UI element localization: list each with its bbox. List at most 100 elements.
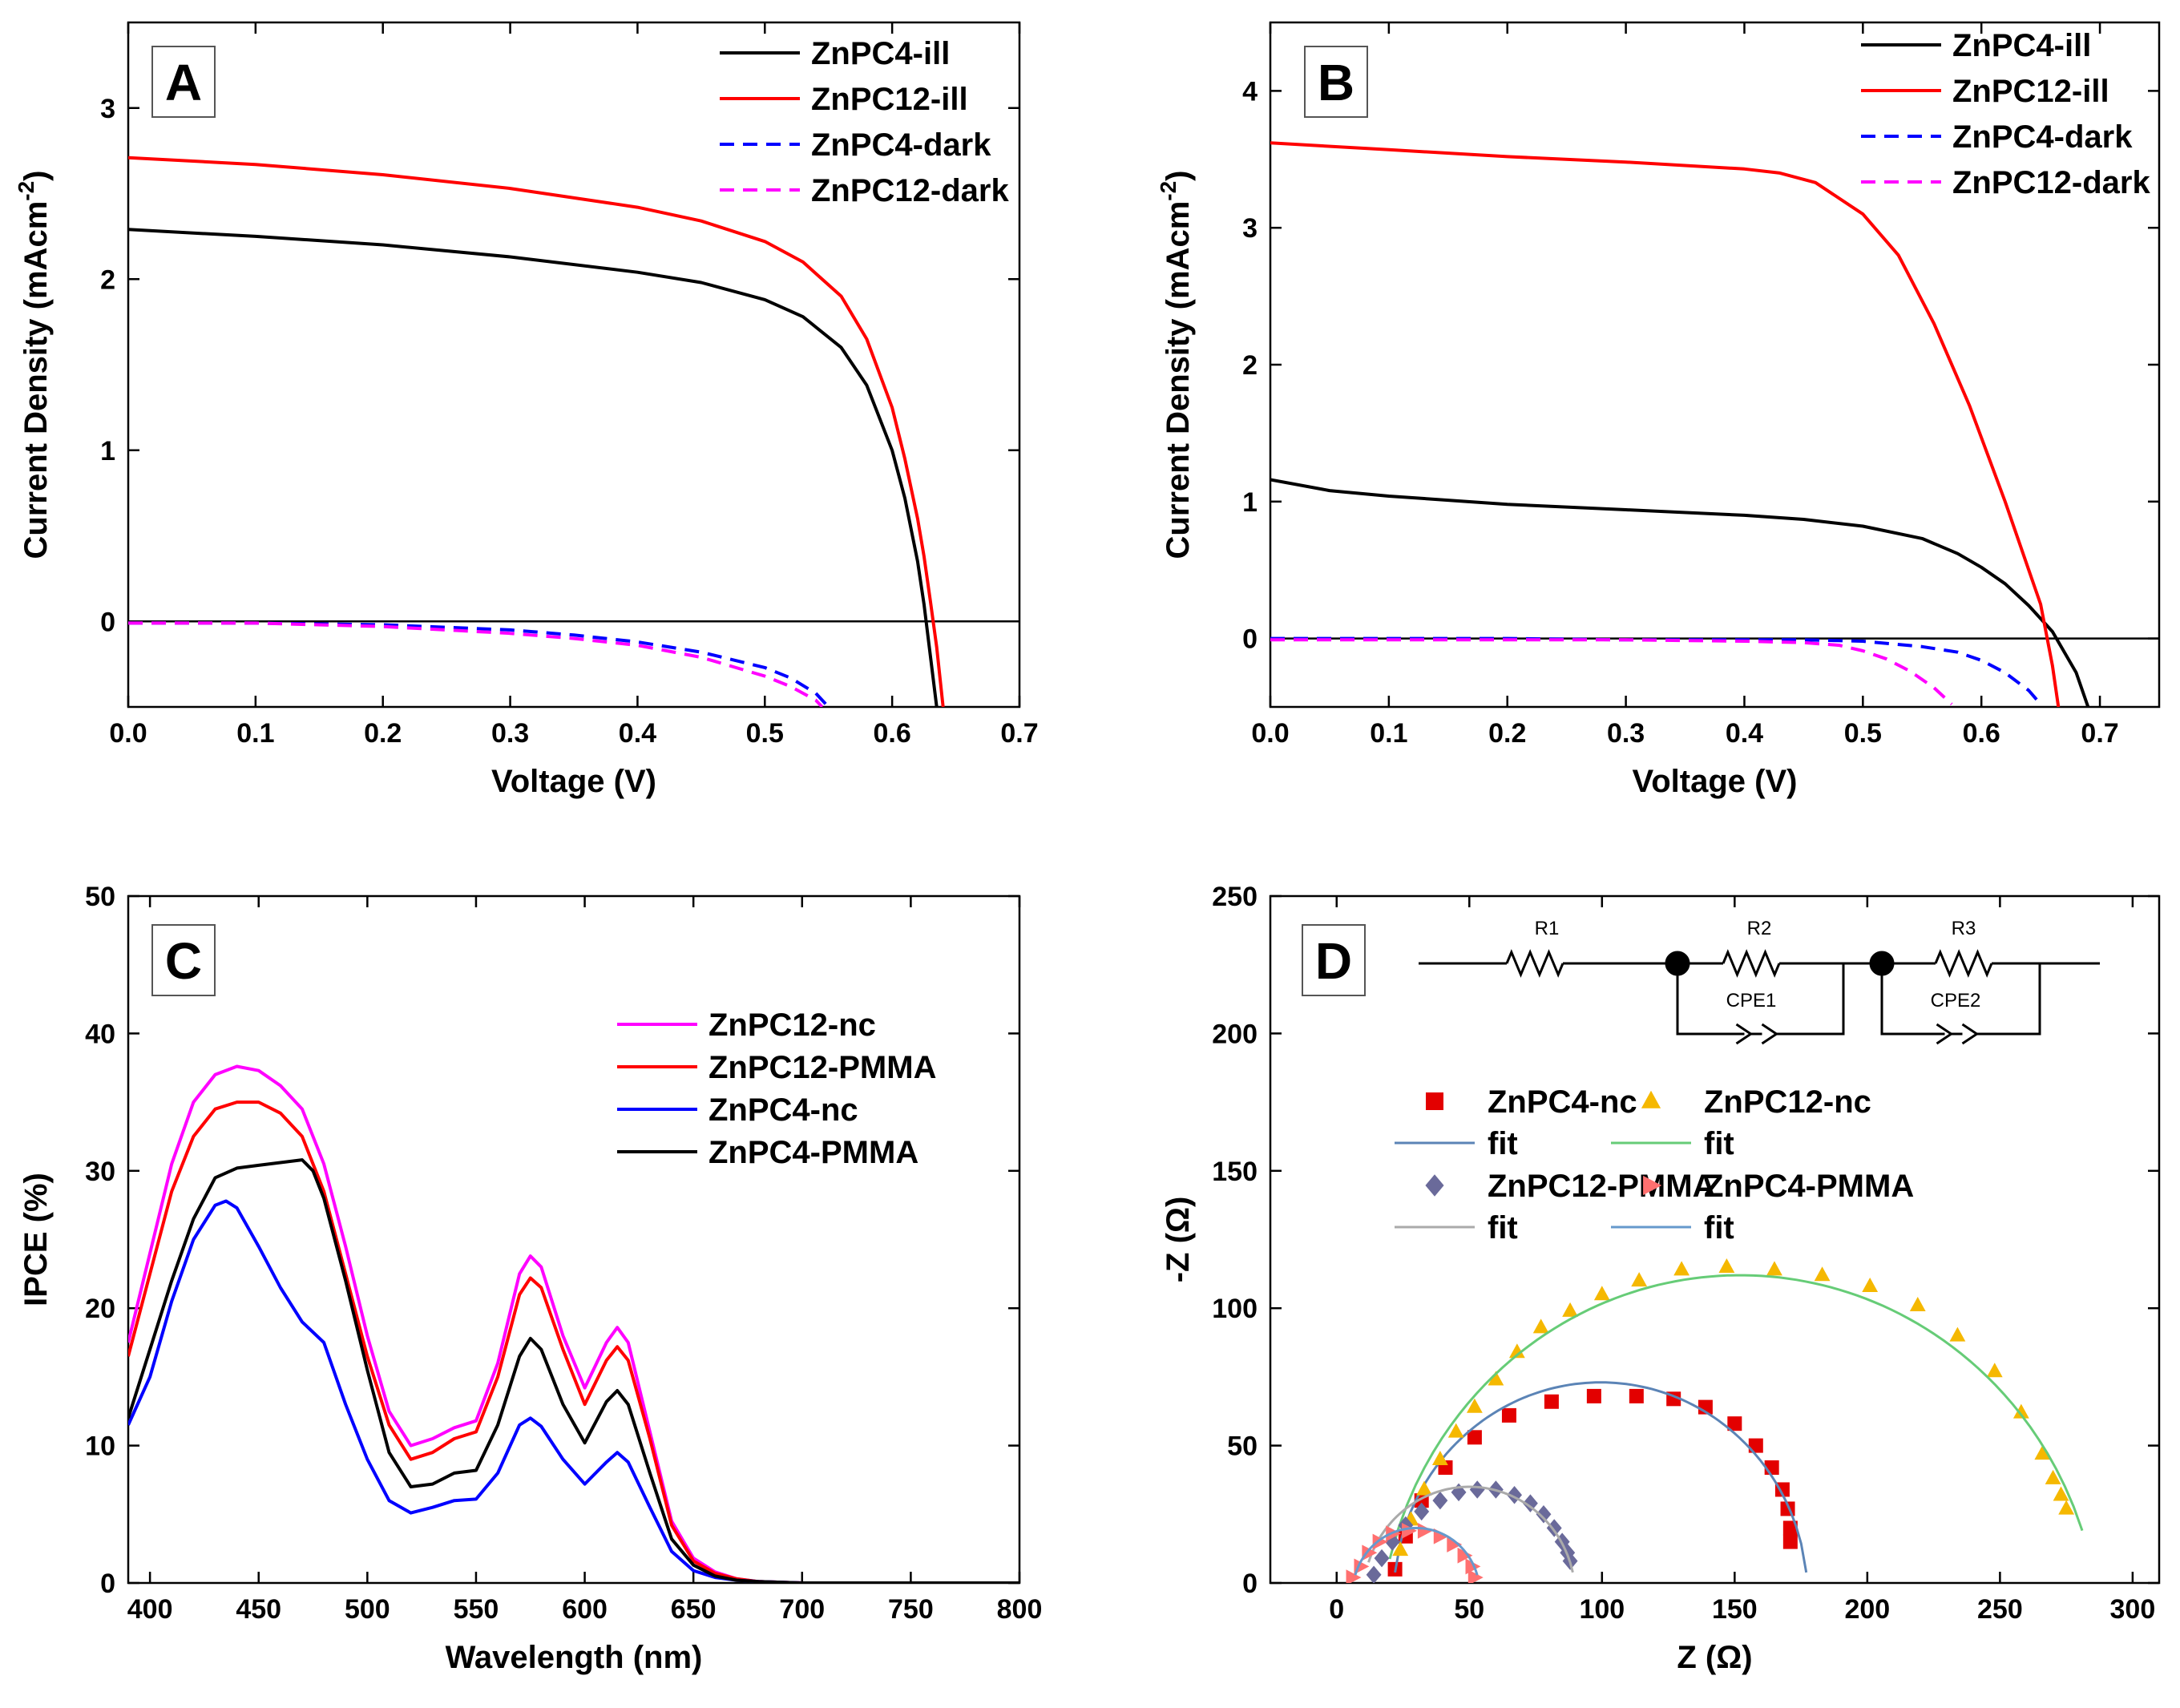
plot-frame — [1269, 894, 2161, 1585]
circuit-label: R3 — [1952, 918, 1976, 939]
data-point — [1986, 1363, 2003, 1378]
x-tick-label: 0.5 — [1844, 718, 1882, 749]
data-point — [1414, 1502, 1430, 1521]
series-line-znpc4-dark — [128, 621, 830, 707]
data-point — [1949, 1326, 1966, 1342]
legend-label: ZnPC4-PMMA — [708, 1135, 918, 1170]
legend-label: fit — [1488, 1210, 1518, 1246]
series-line-znpc4-pmma — [128, 1158, 1019, 1583]
x-tick-label: 100 — [1579, 1594, 1625, 1625]
x-tick-label: 600 — [562, 1594, 608, 1625]
y-axis-title-sup: -2 — [14, 181, 38, 201]
x-tick-label: 0.6 — [1963, 718, 2000, 749]
legend-label: ZnPC4-nc — [1488, 1084, 1637, 1120]
plot-frame — [127, 21, 1021, 709]
x-axis-title: Voltage (V) — [491, 764, 656, 799]
y-tick-label: 20 — [85, 1294, 115, 1324]
legend-label: ZnPC12-nc — [1704, 1084, 1871, 1120]
x-tick-label: 550 — [454, 1594, 499, 1625]
series-line-znpc12-pmma — [128, 1100, 1019, 1583]
y-tick-label: 2 — [1242, 350, 1258, 381]
chart-panel-a: 0.0 0.1 0.2 0.3 0.4 0.5 0.6 0.7 0 1 2 3 Voltage (V) C… — [14, 21, 1039, 799]
x-tick-label: 0.6 — [874, 718, 911, 749]
wire — [1676, 963, 1745, 1036]
panel-letter-box — [151, 924, 216, 996]
legend-label: fit — [1704, 1126, 1734, 1161]
x-tick-label: 0.2 — [364, 718, 402, 749]
x-tick-label: 500 — [345, 1594, 390, 1625]
x-axis-title: Z (Ω) — [1677, 1640, 1752, 1675]
data-point — [1544, 1394, 1559, 1409]
data-point — [1426, 1092, 1443, 1110]
data-point — [1469, 1480, 1485, 1499]
y-tick-label: 50 — [1227, 1431, 1258, 1462]
chart-panel-d: 0 50 100 150 200 250 300 0 50 100 150 200 250 Z (Ω) -Z… — [1161, 882, 2161, 1675]
data-point — [1522, 1494, 1538, 1512]
x-axis-title: Wavelength (nm) — [446, 1640, 703, 1675]
wire — [1976, 963, 2041, 1036]
x-tick-label: 0.4 — [619, 718, 656, 749]
y-tick-label: 1 — [100, 436, 115, 466]
chart-panel-b: 0.0 0.1 0.2 0.3 0.4 0.5 0.6 0.7 0 1 2 3 4 Voltage (V)… — [1156, 21, 2161, 799]
data-point — [1586, 1388, 1601, 1403]
y-tick-label: 50 — [85, 882, 115, 912]
x-axis-title: Voltage (V) — [1633, 764, 1798, 799]
y-axis-title-main: IPCE (%) — [18, 1173, 54, 1306]
y-tick-label: 2 — [100, 264, 115, 295]
plot-frame — [127, 894, 1021, 1585]
y-tick-label: 3 — [100, 94, 115, 124]
data-point — [1467, 1569, 1484, 1583]
circuit-label: CPE2 — [1931, 990, 1981, 1011]
data-point — [1392, 1541, 1409, 1557]
legend-label: ZnPC12-PMMA — [1488, 1169, 1715, 1204]
y-axis-title: IPCE (%) — [18, 1173, 54, 1306]
y-tick-label: 0 — [100, 607, 115, 637]
y-axis-title-close: ) — [18, 171, 54, 181]
x-tick-label: 300 — [2110, 1594, 2156, 1625]
x-tick-label: 0.7 — [1000, 718, 1038, 749]
y-tick-label: 3 — [1242, 213, 1258, 244]
panel-letter-box — [1304, 46, 1368, 118]
legend-label: ZnPC12-dark — [1952, 165, 2150, 200]
y-axis-title-close: ) — [1161, 171, 1196, 181]
legend-label: fit — [1704, 1210, 1734, 1246]
resistor-symbol — [1934, 949, 1993, 978]
legend-label: ZnPC12-nc — [708, 1007, 876, 1043]
data-point — [1532, 1318, 1549, 1334]
x-tick-label: 800 — [997, 1594, 1043, 1625]
data-point — [1546, 1519, 1562, 1537]
legend-label: ZnPC4-nc — [708, 1092, 858, 1128]
x-tick-label: 0.5 — [746, 718, 784, 749]
data-point — [1782, 1534, 1798, 1549]
y-axis-title: -Z (Ω) — [1161, 1197, 1196, 1283]
y-tick-label: 30 — [85, 1157, 115, 1187]
x-tick-label: 700 — [779, 1594, 825, 1625]
resistor-symbol — [1505, 949, 1564, 978]
y-tick-label: 4 — [1242, 76, 1258, 107]
circuit-label: R2 — [1747, 918, 1772, 939]
x-tick-label: 250 — [1977, 1594, 2023, 1625]
data-point — [1673, 1261, 1690, 1276]
x-tick-label: 200 — [1844, 1594, 1890, 1625]
data-point — [1782, 1520, 1798, 1536]
legend-label: ZnPC12-dark — [811, 173, 1009, 208]
legend-label: fit — [1488, 1126, 1518, 1161]
x-tick-label: 0.4 — [1726, 718, 1763, 749]
plot-area — [1346, 1258, 2084, 1583]
x-tick-label: 400 — [127, 1594, 173, 1625]
data-point — [1727, 1416, 1742, 1431]
panel-letter: A — [165, 54, 202, 111]
data-point — [1447, 1536, 1463, 1553]
y-axis-title-main: -Z (Ω) — [1161, 1197, 1196, 1283]
data-point — [1384, 1532, 1400, 1551]
data-point — [2053, 1486, 2069, 1501]
data-point — [1447, 1423, 1464, 1438]
legend-label: ZnPC4-ill — [1952, 28, 2091, 63]
x-tick-label: 0.3 — [1607, 718, 1645, 749]
data-point — [1536, 1505, 1552, 1524]
fit-curve — [1388, 1274, 2084, 1560]
x-tick-label: 0.0 — [109, 718, 147, 749]
series-line-znpc4-ill — [128, 228, 939, 707]
x-tick-label: 750 — [888, 1594, 934, 1625]
y-tick-label: 0 — [1242, 624, 1258, 655]
